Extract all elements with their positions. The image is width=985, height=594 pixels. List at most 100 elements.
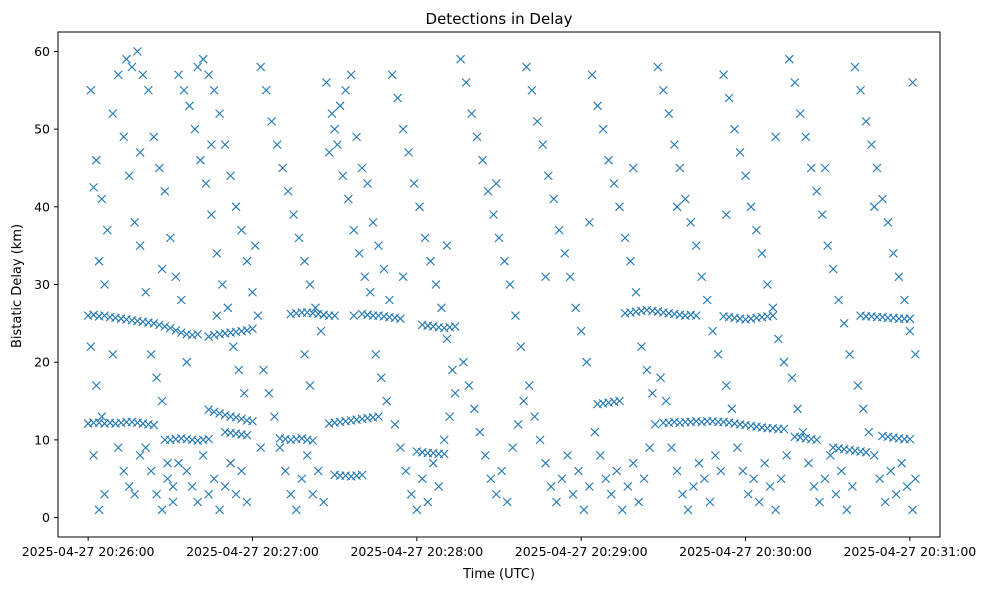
detection-point — [144, 85, 153, 95]
detection-point — [642, 365, 652, 375]
detection-point — [165, 233, 175, 243]
detection-point — [754, 497, 764, 507]
detection-point — [626, 256, 635, 266]
detection-point — [313, 466, 323, 476]
detection-point — [694, 458, 704, 468]
detection-point — [585, 482, 594, 491]
detection-point — [721, 381, 731, 390]
detection-point — [327, 109, 337, 118]
y-tick-label: 30 — [34, 277, 50, 292]
detection-point — [187, 482, 197, 491]
axis-ticks: 2025-04-27 20:26:00 2025-04-27 20:27:00 20… — [22, 44, 977, 559]
detection-point — [713, 350, 723, 359]
detection-point — [412, 505, 422, 515]
detection-point — [779, 424, 789, 434]
detection-point — [774, 334, 783, 344]
detection-point — [335, 101, 345, 111]
detection-point — [204, 70, 214, 80]
detection-point — [385, 295, 394, 305]
data-markers — [83, 47, 920, 515]
detection-point — [535, 435, 545, 445]
detection-point — [237, 414, 246, 424]
detection-point — [817, 210, 827, 219]
detection-point — [541, 458, 550, 468]
detection-point — [828, 264, 838, 274]
detection-point — [176, 328, 186, 338]
detection-point — [661, 396, 671, 406]
detection-point — [100, 311, 109, 320]
detection-point — [538, 140, 548, 150]
detection-point — [198, 54, 208, 64]
detection-point — [563, 451, 572, 460]
detection-point — [604, 155, 613, 165]
detection-point — [771, 505, 781, 515]
detection-point — [782, 451, 791, 460]
detection-point — [193, 62, 203, 72]
detection-point — [557, 474, 567, 484]
detection-point — [220, 410, 230, 420]
detection-point — [160, 322, 170, 331]
detection-point — [858, 404, 868, 414]
detection-point — [223, 303, 233, 313]
detection-point — [861, 116, 871, 126]
detection-point — [513, 419, 523, 429]
detection-point — [215, 409, 224, 418]
detection-point — [804, 458, 813, 468]
detection-point — [204, 405, 214, 414]
detection-point — [467, 109, 476, 118]
detection-point — [483, 186, 493, 196]
detection-point — [322, 78, 331, 87]
detection-point — [516, 342, 526, 352]
detection-point — [491, 179, 501, 188]
detection-point — [333, 140, 342, 150]
detection-point — [500, 256, 509, 266]
detection-point — [352, 132, 361, 142]
detection-point — [108, 109, 118, 118]
detection-point — [905, 434, 915, 444]
detection-point — [730, 124, 739, 134]
detection-point — [601, 474, 611, 484]
detection-point — [168, 482, 178, 491]
detection-point — [253, 311, 263, 320]
detection-point — [171, 272, 181, 282]
detection-point — [234, 365, 244, 375]
detection-point — [861, 447, 871, 457]
detection-point — [135, 148, 145, 157]
detection-point — [598, 124, 608, 134]
detection-point — [908, 505, 917, 515]
detection-point — [193, 497, 203, 507]
detection-point — [763, 280, 772, 289]
detection-point — [749, 474, 759, 484]
detection-point — [768, 303, 778, 313]
detection-point — [634, 497, 644, 507]
detection-point — [201, 179, 211, 188]
detection-point — [89, 451, 98, 460]
detection-point — [867, 140, 876, 150]
y-tick-label: 10 — [34, 432, 50, 447]
detection-point — [330, 311, 340, 320]
detection-point — [165, 323, 175, 333]
detection-point — [226, 458, 235, 468]
detection-point — [593, 101, 602, 111]
detection-point — [691, 311, 701, 320]
detection-point — [475, 427, 485, 437]
detection-point — [311, 303, 320, 313]
detection-point — [168, 497, 178, 507]
detection-point — [157, 396, 167, 406]
detection-point — [220, 140, 230, 150]
detection-point — [669, 140, 679, 150]
y-tick-label: 60 — [34, 44, 50, 59]
detection-point — [875, 474, 885, 484]
detection-point — [878, 194, 887, 204]
detection-point — [324, 148, 334, 157]
detection-point — [102, 225, 112, 235]
detection-point — [226, 171, 235, 181]
detection-point — [869, 451, 879, 460]
detection-point — [338, 171, 348, 181]
detection-point — [124, 482, 134, 491]
detection-point — [902, 482, 912, 491]
detection-point — [379, 264, 389, 274]
detection-point — [823, 241, 833, 251]
detection-point — [135, 451, 145, 460]
detection-point — [149, 132, 159, 142]
